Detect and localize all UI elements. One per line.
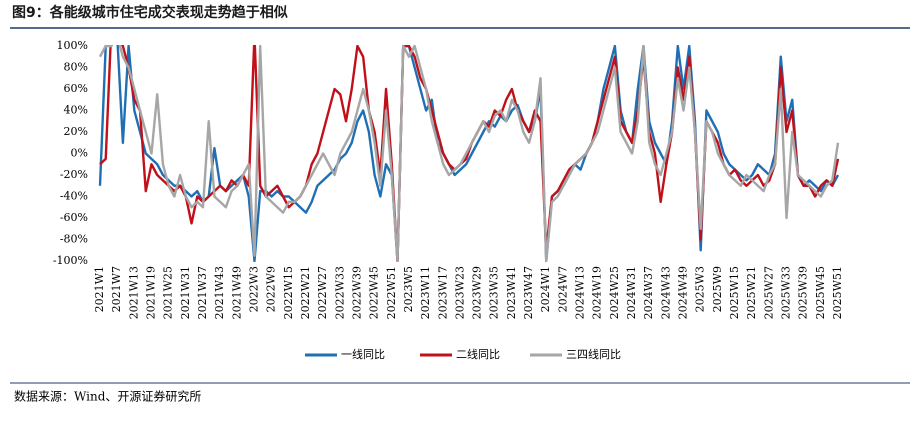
x-tick-label: 2025W15 [728,266,741,319]
x-tick-label: 2023W47 [522,266,535,319]
x-tick-label: 2023W41 [505,266,518,319]
x-tick-label: 2022W21 [299,266,312,319]
x-tick-label: 2025W45 [814,266,827,319]
x-tick-label: 2025W39 [797,266,810,319]
x-tick-label: 2025W21 [745,266,758,319]
y-tick-label: -40% [60,190,88,203]
x-tick-label: 2021W25 [162,266,175,319]
y-tick-label: 100% [57,39,88,52]
y-tick-label: 60% [64,82,88,95]
y-tick-label: -60% [60,211,88,224]
x-tick-label: 2021W19 [144,266,157,319]
x-tick-label: 2022W15 [282,266,295,319]
x-tick-label: 2023W17 [436,266,449,319]
x-tick-label: 2025W9 [711,266,724,312]
x-tick-label: 2021W7 [110,266,123,312]
x-tick-label: 2024W1 [539,266,552,312]
x-tick-label: 2024W19 [591,266,604,319]
x-tick-label: 2021W49 [230,266,243,319]
series-line [98,45,840,262]
x-tick-label: 2024W31 [625,266,638,319]
x-tick-label: 2023W11 [419,266,432,319]
x-tick-label: 2024W25 [608,266,621,319]
series-line [99,45,840,262]
x-tick-label: 2023W23 [453,266,466,319]
x-tick-label: 2023W29 [471,266,484,319]
x-tick-label: 2023W35 [488,266,501,319]
x-tick-label: 2022W3 [247,266,260,312]
source: 数据来源：Wind、开源证券研究所 [14,389,201,404]
x-tick-label: 2022W51 [385,266,398,319]
x-tick-label: 2022W39 [350,266,363,319]
x-tick-label: 2022W45 [368,266,381,319]
legend-label: 三四线同比 [566,347,621,361]
x-tick-label: 2025W3 [694,266,707,312]
y-tick-label: 40% [64,104,88,117]
plot [98,45,840,262]
x-tick-label: 2022W9 [265,266,278,312]
y-tick-label: -20% [60,168,88,181]
x-tick-label: 2025W27 [762,266,775,319]
x-tick-label: 2022W33 [333,266,346,319]
x-tick-label: 2024W13 [574,266,587,319]
legend-label: 二线同比 [456,347,500,361]
x-tick-label: 2024W49 [677,266,690,319]
x-tick-label: 2021W31 [179,266,192,319]
x-tick-label: 2021W1 [93,266,106,312]
x-tick-label: 2024W7 [556,266,569,312]
legend-label: 一线同比 [341,347,385,361]
x-tick-label: 2022W27 [316,266,329,319]
x-tick-label: 2024W43 [659,266,672,319]
chart-title: 图9：各能级城市住宅成交表现走势趋于相似 [12,4,288,21]
x-tick-label: 2025W33 [780,266,793,319]
y-tick-label: 0% [71,147,88,160]
x-tick-label: 2021W43 [213,266,226,319]
x-tick-label: 2021W13 [127,266,140,319]
y-tick-label: 80% [64,61,88,74]
x-tick-label: 2025W51 [831,266,844,319]
x-tick-label: 2024W37 [642,266,655,319]
x-tick-label: 2023W5 [402,266,415,312]
y-tick-label: -80% [60,233,88,246]
y-tick-label: 20% [64,125,88,138]
x-tick-label: 2021W37 [196,266,209,319]
y-tick-label: -100% [53,254,88,267]
